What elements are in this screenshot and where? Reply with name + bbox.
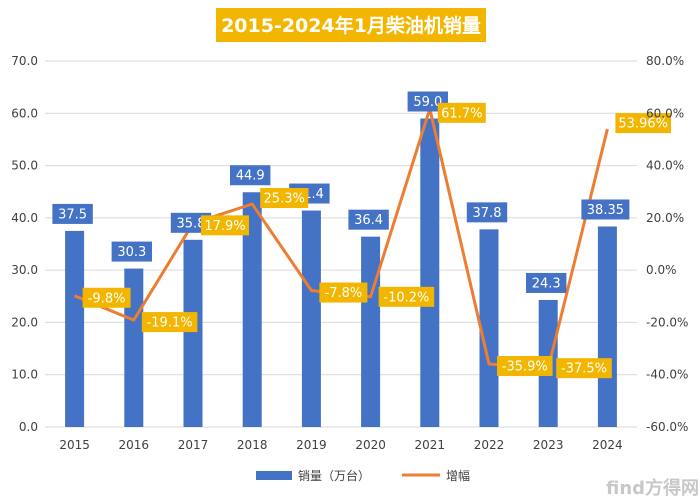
bar-value-label: 38.35 (587, 203, 624, 218)
growth-value-label: -35.9% (502, 359, 548, 374)
growth-value-label-box (437, 102, 486, 123)
watermark-logo: find方得网 (606, 477, 699, 499)
bar-value-label-box (581, 199, 630, 220)
growth-value-label: 25.3% (264, 192, 305, 207)
growth-value-label-box (141, 312, 198, 333)
x-tick-label: 2017 (178, 438, 209, 452)
bar-value-label: 30.3 (117, 245, 146, 260)
y-left-tick-label: 10.0 (11, 368, 38, 382)
y-right-tick-label: 0.0% (646, 263, 677, 277)
y-left-tick-label: 60.0 (11, 106, 38, 120)
growth-value-label: -37.5% (561, 362, 607, 377)
chart-title: 2015-2024年1月柴油机销量 (216, 8, 486, 42)
y-left-tick-label: 20.0 (11, 315, 38, 329)
y-left-tick-label: 30.0 (11, 263, 38, 277)
y-left-tick-label: 70.0 (11, 54, 38, 68)
bar (65, 230, 85, 427)
growth-value-label-box (615, 113, 671, 134)
legend-label-bar: 销量（万台） (298, 468, 370, 483)
bar-value-label-box (348, 209, 389, 230)
growth-value-label: 61.7% (441, 106, 482, 121)
growth-value-label: -10.2% (383, 290, 429, 305)
bar (361, 236, 381, 427)
bar-value-label-box (111, 241, 152, 262)
x-tick-label: 2018 (237, 438, 268, 452)
growth-value-label-box (319, 282, 368, 303)
bar-value-label: 36.4 (354, 213, 383, 228)
bar-value-label: 24.3 (532, 276, 561, 291)
bar (242, 192, 262, 427)
bar-value-label: 35.8 (177, 216, 206, 231)
y-right-tick-label: 40.0% (646, 159, 684, 173)
x-tick-label: 2024 (592, 438, 623, 452)
growth-value-label-box (201, 215, 249, 236)
bar-value-label: 44.9 (236, 169, 265, 184)
growth-value-label: 17.9% (204, 219, 245, 234)
y-left-tick-label: 50.0 (11, 159, 38, 173)
legend: 销量（万台） 增幅 (256, 468, 470, 483)
growth-value-label-box (378, 286, 435, 307)
growth-value-label-box (497, 355, 553, 376)
bar-value-label-box (466, 202, 508, 223)
growth-value-label: -9.8% (88, 291, 126, 306)
growth-value-label-box (556, 358, 612, 379)
y-right-tick-label: 60.0% (646, 106, 684, 120)
legend-label-line: 增幅 (446, 468, 470, 483)
y-left-tick-label: 0.0 (19, 420, 38, 434)
bar (124, 268, 144, 427)
growth-value-label: -7.8% (325, 286, 363, 301)
bar (479, 229, 499, 427)
chart-title-text: 2015-2024年1月柴油机销量 (221, 14, 481, 37)
y-right-tick-label: 20.0% (646, 211, 684, 225)
bar-value-label-box (52, 203, 93, 224)
growth-value-label: 53.96% (618, 117, 668, 132)
bar-value-label: 59.0 (413, 95, 442, 110)
bar (420, 118, 440, 427)
y-right-tick-label: -40.0% (646, 368, 688, 382)
bar (597, 226, 617, 427)
legend-swatch-bar (256, 471, 292, 480)
x-tick-label: 2022 (474, 438, 505, 452)
x-tick-label: 2023 (533, 438, 564, 452)
y-left-tick-label: 40.0 (11, 211, 38, 225)
x-tick-label: 2016 (119, 438, 150, 452)
y-right-tick-label: 80.0% (646, 54, 684, 68)
bars (65, 118, 617, 427)
x-tick-label: 2021 (415, 438, 446, 452)
growth-value-label-box (260, 188, 309, 209)
bar-value-label-box (526, 272, 567, 293)
axes: 0.0 10.0 20.0 30.0 40.0 50.0 60.0 70.0 -60.0% -40… (11, 54, 688, 452)
growth-value-label: -19.1% (147, 316, 193, 331)
y-right-tick-label: -20.0% (646, 315, 688, 329)
bar (183, 239, 203, 427)
bar (301, 210, 321, 427)
chart-title-box (216, 8, 486, 42)
x-tick-label: 2019 (296, 438, 327, 452)
growth-value-label-box (82, 287, 131, 308)
data-labels: 37.530.335.844.941.436.459.037.824.338.3… (52, 91, 671, 379)
bar-value-label: 37.8 (473, 206, 502, 221)
y-right-tick-label: -60.0% (646, 420, 688, 434)
x-tick-label: 2020 (355, 438, 386, 452)
bar-value-label: 37.5 (58, 207, 87, 222)
bar-value-label-box (230, 165, 271, 186)
x-tick-label: 2015 (59, 438, 90, 452)
